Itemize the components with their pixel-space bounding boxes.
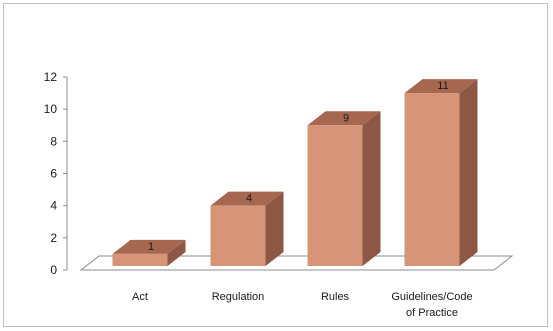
x-category-label: Act <box>132 291 148 303</box>
y-tick-label: 8 <box>50 134 57 148</box>
data-label: 1 <box>148 241 154 253</box>
bar <box>307 125 363 266</box>
data-label: 4 <box>246 193 252 205</box>
bar-top <box>404 79 478 94</box>
y-tick-label: 2 <box>50 231 57 245</box>
bar-top <box>307 111 381 126</box>
bar-side <box>265 191 284 266</box>
bar <box>112 253 168 266</box>
chart-frame: 0 2 4 6 8 10 12 1 4 9 11 Act Regulation Rules Guidelin… <box>3 3 548 327</box>
bar-top <box>112 239 186 254</box>
bar <box>210 205 266 266</box>
y-tick-label: 0 <box>50 263 57 277</box>
chart-floor <box>79 255 514 271</box>
data-label: 9 <box>343 112 349 124</box>
bar-side <box>362 111 381 266</box>
bar-top <box>210 191 284 206</box>
data-label: 11 <box>437 80 448 92</box>
x-category-label: Guidelines/Code of Practice <box>391 291 472 319</box>
bar <box>404 93 460 266</box>
x-category-label: Regulation <box>212 291 265 303</box>
y-tick-label: 6 <box>50 167 57 181</box>
x-category-label: Rules <box>321 291 350 303</box>
bar-side <box>167 239 186 266</box>
y-tick-label: 4 <box>50 199 57 213</box>
y-tick-label: 12 <box>44 70 58 84</box>
bar-side <box>459 79 478 266</box>
y-tick-label: 10 <box>44 102 58 116</box>
